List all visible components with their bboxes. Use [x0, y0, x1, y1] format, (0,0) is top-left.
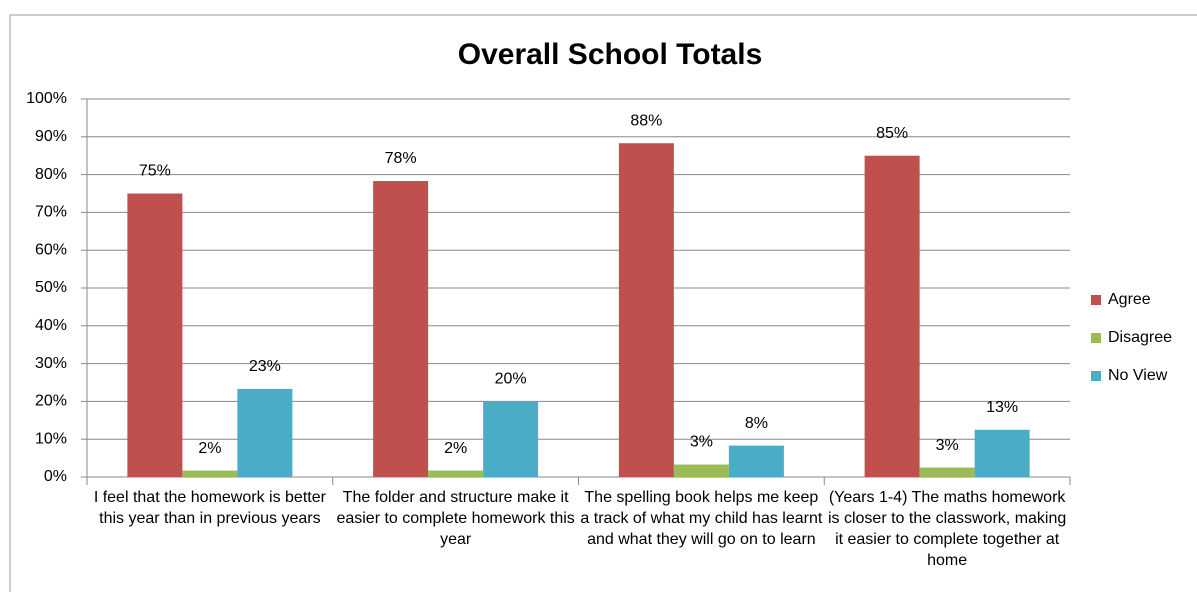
data-label: 2% [444, 440, 467, 457]
bar [182, 470, 238, 477]
x-tick-label: The spelling book helps me keep a track … [580, 489, 823, 548]
y-tick-label: 50% [35, 279, 67, 296]
data-label: 13% [986, 399, 1018, 416]
data-label: 3% [690, 434, 713, 451]
chart-title: Overall School Totals [458, 38, 763, 71]
y-tick-label: 30% [35, 355, 67, 372]
y-tick-label: 90% [35, 128, 67, 145]
x-tick-label: I feel that the homework is better this … [93, 489, 326, 527]
legend-swatch [1091, 333, 1101, 343]
data-label: 2% [198, 440, 221, 457]
data-label: 88% [630, 112, 662, 129]
bar [373, 181, 429, 477]
bar [864, 155, 920, 477]
data-label: 8% [745, 415, 768, 432]
legend-swatch [1091, 295, 1101, 305]
bar [673, 464, 729, 477]
data-label: 85% [876, 125, 908, 142]
y-tick-label: 20% [35, 393, 67, 410]
data-label: 3% [936, 437, 959, 454]
y-tick-label: 100% [26, 90, 67, 107]
data-label: 23% [249, 358, 281, 375]
legend-swatch [1091, 371, 1101, 381]
legend-label: Agree [1108, 291, 1151, 308]
y-tick-label: 0% [44, 468, 67, 485]
bar [428, 470, 484, 477]
y-tick-label: 10% [35, 430, 67, 447]
bar [728, 445, 784, 477]
data-label: 20% [495, 371, 527, 388]
legend-label: No View [1108, 367, 1168, 384]
x-tick-label: (Years 1-4) The maths homework is closer… [827, 489, 1067, 569]
chart-frame [9, 14, 1197, 592]
bar [237, 388, 293, 477]
bar [127, 193, 183, 477]
bar [618, 143, 674, 477]
bar [919, 467, 975, 477]
y-tick-label: 60% [35, 241, 67, 258]
bar [483, 401, 539, 477]
data-label: 78% [385, 150, 417, 167]
y-tick-label: 40% [35, 317, 67, 334]
data-label: 75% [139, 163, 171, 180]
y-tick-label: 80% [35, 166, 67, 183]
legend-label: Disagree [1108, 329, 1172, 346]
x-tick-label: The folder and structure make it easier … [336, 489, 575, 548]
bar [974, 429, 1030, 477]
y-tick-label: 70% [35, 204, 67, 221]
